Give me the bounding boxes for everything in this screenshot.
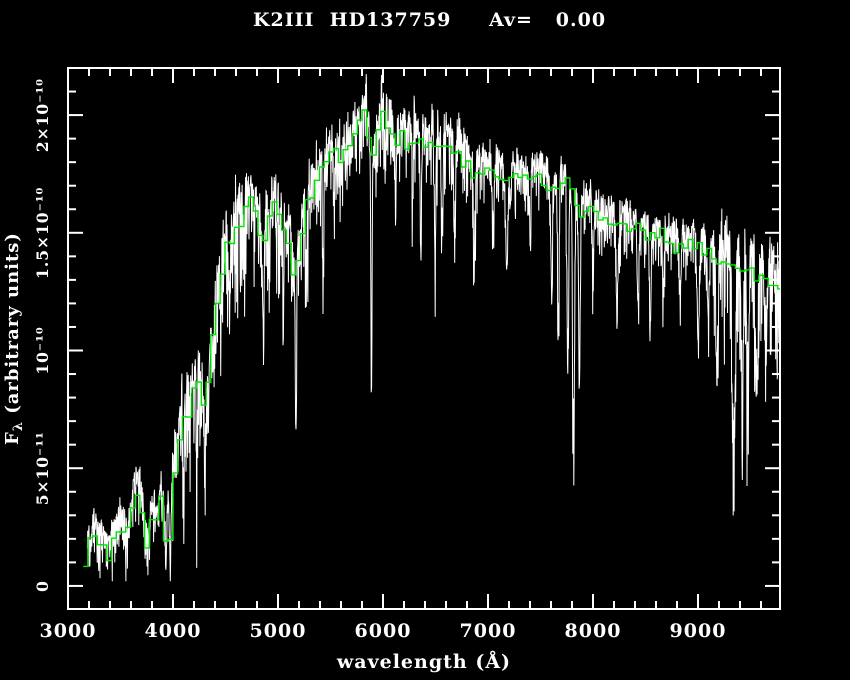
plot-frame bbox=[67, 67, 781, 610]
x-axis-tick-label: 7000 bbox=[460, 620, 517, 642]
extinction-label: Av= 0.00 bbox=[489, 9, 607, 31]
star-id-label: K2III HD137759 bbox=[253, 9, 452, 31]
y-axis-title: Fλ (arbitrary units) bbox=[2, 232, 26, 445]
y-axis-tick-label: 2×10⁻¹⁰ bbox=[33, 78, 52, 152]
x-axis-tick-label: 6000 bbox=[355, 620, 412, 642]
x-axis-tick-label: 5000 bbox=[250, 620, 307, 642]
y-axis-tick-label: 1.5×10⁻¹⁰ bbox=[33, 187, 52, 279]
x-axis-tick-label: 9000 bbox=[670, 620, 727, 642]
smoothed-spectrum-path bbox=[83, 109, 780, 568]
y-axis-tick-label: 5×10⁻¹¹ bbox=[33, 431, 52, 505]
x-axis-tick-label: 4000 bbox=[145, 620, 202, 642]
y-axis-tick-label: 10⁻¹⁰ bbox=[33, 326, 52, 374]
x-axis-tick-label: 3000 bbox=[40, 620, 97, 642]
y-axis-tick-label: 0 bbox=[33, 580, 52, 592]
observed-spectrum-path bbox=[86, 74, 781, 582]
plot-title: K2III HD137759 Av= 0.00 bbox=[0, 9, 850, 33]
x-axis-title: wavelength (Å) bbox=[336, 650, 511, 673]
x-axis-tick-label: 8000 bbox=[565, 620, 622, 642]
